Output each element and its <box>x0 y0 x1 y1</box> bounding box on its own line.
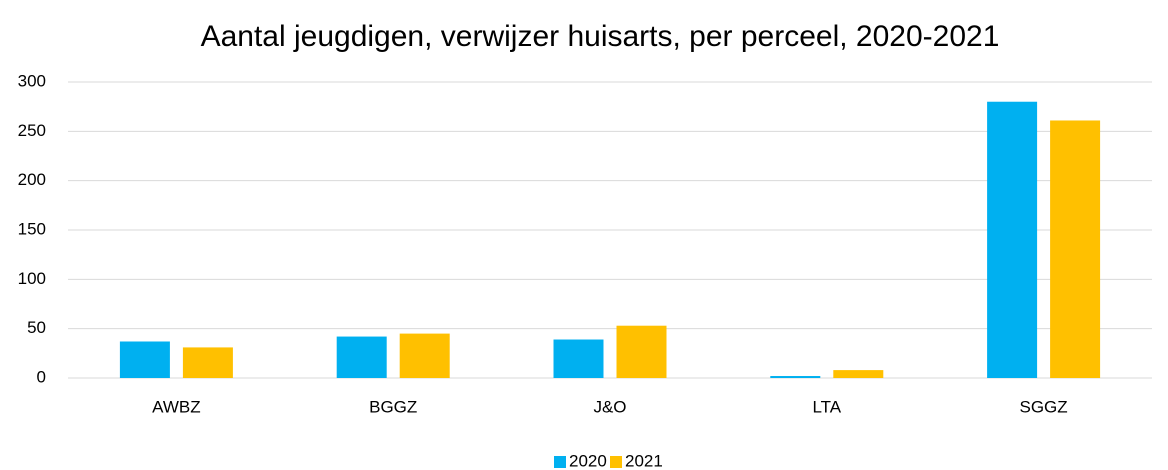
legend-label: 2020 <box>569 451 607 470</box>
bar <box>770 376 821 378</box>
x-tick-label: BGGZ <box>369 397 417 416</box>
x-tick-label: LTA <box>812 397 841 416</box>
bar <box>833 370 884 378</box>
y-tick-label: 50 <box>27 318 46 337</box>
bar <box>987 101 1038 378</box>
y-tick-label: 300 <box>18 71 46 90</box>
legend-swatch <box>610 456 622 468</box>
x-tick-label: SGGZ <box>1020 397 1068 416</box>
y-tick-label: 0 <box>37 367 46 386</box>
bar <box>1050 120 1101 378</box>
legend-label: 2021 <box>625 451 663 470</box>
bar <box>553 339 604 378</box>
y-tick-label: 250 <box>18 121 46 140</box>
bar <box>399 333 450 378</box>
x-tick-label: AWBZ <box>152 397 200 416</box>
bar <box>616 325 667 378</box>
chart-title: Aantal jeugdigen, verwijzer huisarts, pe… <box>201 20 1000 53</box>
bar <box>182 347 233 378</box>
y-tick-label: 150 <box>18 219 46 238</box>
bar <box>119 341 170 378</box>
y-tick-label: 200 <box>18 170 46 189</box>
legend-swatch <box>554 456 566 468</box>
y-tick-label: 100 <box>18 269 46 288</box>
bar <box>336 336 387 378</box>
x-tick-label: J&O <box>593 397 626 416</box>
